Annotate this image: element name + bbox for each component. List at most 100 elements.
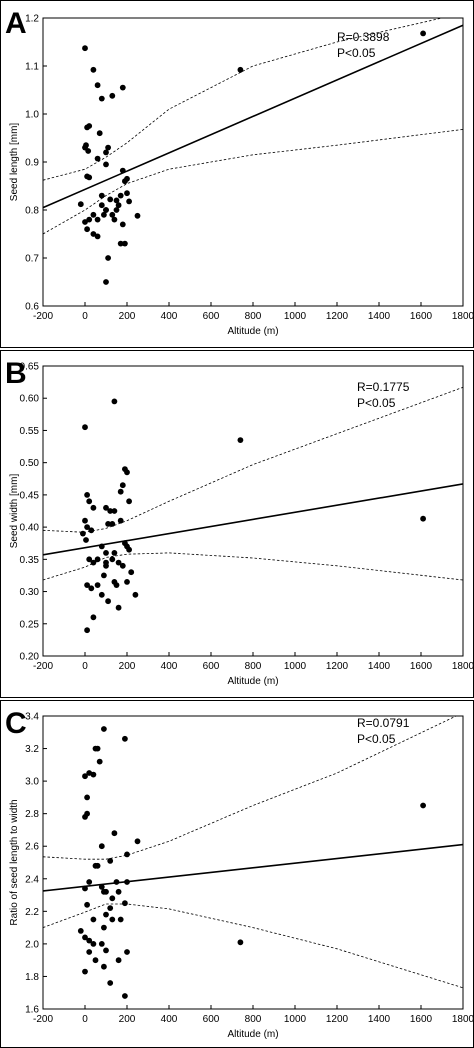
y-tick-label: 3.0 (25, 777, 39, 788)
x-tick-label: 1400 (368, 661, 391, 672)
data-point (105, 598, 111, 605)
data-point (101, 572, 107, 579)
x-tick-label: 1200 (326, 311, 349, 322)
data-point (101, 211, 107, 218)
data-point (90, 504, 97, 511)
data-point (98, 591, 105, 598)
y-axis-label: Ratio of seed length to width (9, 799, 20, 925)
x-tick-label: -200 (33, 311, 53, 322)
data-point (94, 745, 101, 752)
y-tick-label: 2.4 (25, 874, 39, 885)
data-point (82, 45, 88, 52)
data-point (86, 949, 93, 955)
data-point (84, 582, 90, 588)
data-point (94, 82, 101, 89)
data-point (128, 569, 135, 576)
x-tick-label: 200 (119, 1014, 136, 1025)
data-point (94, 862, 101, 869)
data-point (103, 504, 109, 511)
data-point (122, 900, 128, 907)
x-tick-label: 1800 (452, 1014, 473, 1025)
x-tick-label: 1800 (452, 311, 473, 322)
data-point (84, 226, 90, 233)
data-point (84, 492, 90, 498)
data-point (126, 498, 132, 505)
data-point (103, 888, 109, 895)
ci-lower-line (43, 129, 463, 235)
x-tick-label: 200 (119, 661, 136, 672)
x-tick-label: 1400 (368, 311, 391, 322)
data-point (119, 221, 126, 228)
data-point (109, 521, 116, 527)
y-tick-label: 0.40 (20, 523, 40, 534)
ci-lower-line (43, 903, 463, 989)
data-point (90, 66, 97, 73)
data-point (115, 604, 122, 611)
data-point (98, 192, 105, 199)
data-point (107, 508, 114, 514)
ci-upper-line (43, 18, 444, 181)
x-tick-label: 600 (203, 661, 220, 672)
data-point (80, 530, 86, 537)
x-tick-label: 1600 (410, 661, 433, 672)
y-tick-label: 0.50 (20, 458, 40, 469)
data-point (82, 934, 88, 941)
data-point (119, 562, 126, 569)
y-tick-label: 0.60 (20, 394, 40, 405)
data-point (86, 216, 93, 223)
data-point (107, 980, 114, 986)
data-point (134, 212, 141, 219)
data-point (420, 515, 426, 522)
data-point (113, 582, 120, 588)
data-point (126, 546, 132, 553)
data-point (115, 957, 122, 964)
annotation-text: P<0.05 (337, 46, 376, 60)
data-point (111, 216, 118, 223)
regression-line (43, 24, 463, 209)
data-point (84, 794, 90, 801)
data-point (109, 211, 116, 218)
data-point (98, 202, 105, 209)
panel-label: C (5, 707, 27, 740)
data-point (237, 939, 244, 946)
data-point (113, 207, 120, 213)
y-tick-label: 3.4 (25, 712, 39, 723)
panel-label: B (5, 357, 27, 390)
x-tick-label: 1000 (284, 311, 307, 322)
data-point (420, 802, 426, 809)
x-axis-label: Altitude (m) (227, 676, 278, 687)
x-axis-label: Altitude (m) (227, 1029, 278, 1040)
data-point (92, 957, 99, 964)
chart-svg: C -200 0 200 400 600 800 1000 1200 1400 1600 1800 1.… (5, 707, 473, 1040)
data-point (124, 579, 130, 585)
y-tick-label: 2.6 (25, 842, 39, 853)
panel-c: C -200 0 200 400 600 800 1000 1200 1400 1600 1800 1.… (0, 700, 474, 1048)
y-tick-label: 1.8 (25, 972, 39, 983)
data-point (101, 963, 107, 970)
data-point (77, 201, 84, 208)
data-point (94, 233, 101, 240)
regression-line (43, 843, 463, 892)
data-point (86, 174, 93, 181)
data-point (122, 993, 128, 999)
data-point (105, 144, 111, 151)
data-point (82, 773, 88, 780)
data-point (86, 556, 93, 563)
data-point (84, 810, 90, 817)
x-tick-label: 400 (161, 311, 178, 322)
x-tick-label: 600 (203, 1014, 220, 1025)
y-tick-label: 0.7 (25, 254, 39, 265)
data-point (90, 614, 97, 621)
data-point (90, 771, 97, 778)
data-point (109, 916, 116, 923)
data-point (103, 149, 109, 156)
data-point (113, 879, 120, 885)
data-point (82, 968, 88, 975)
data-point (98, 843, 105, 850)
x-tick-label: 1600 (410, 311, 433, 322)
data-point (84, 524, 90, 530)
y-tick-label: 2.0 (25, 939, 39, 950)
data-point (124, 469, 130, 476)
data-point (117, 192, 124, 199)
data-point (107, 196, 114, 203)
